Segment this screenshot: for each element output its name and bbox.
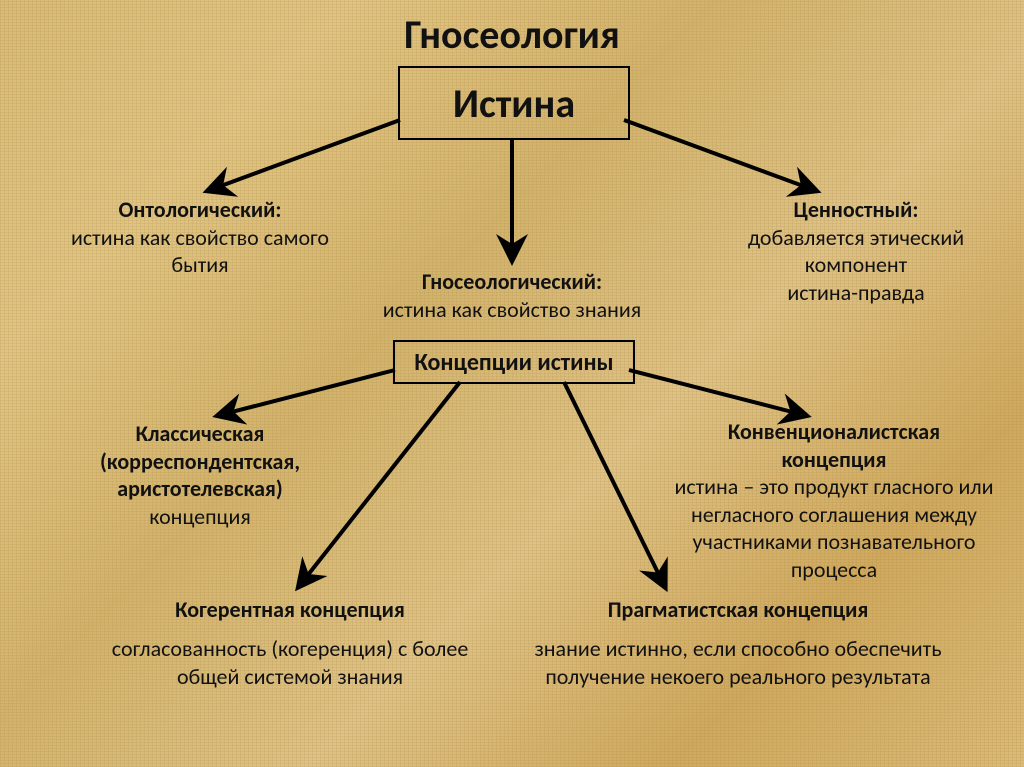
aspect-ontological-desc: истина как свойство самого бытия [60,224,340,279]
aspect-value: Ценностный: добавляется этический компон… [716,196,996,306]
aspect-value-title: Ценностный: [716,196,996,224]
concept-pragmatist-desc: знание истинно, если способно обеспечить… [502,635,974,692]
page-title: Гносеология [0,10,1024,59]
aspect-ontological-title: Онтологический: [60,196,340,224]
aspect-value-line1: добавляется этический [716,224,996,252]
concept-classical-line2: (корреспондентская, [60,448,340,476]
aspect-ontological: Онтологический: истина как свойство само… [60,196,340,279]
concept-classical-line1: Классическая [60,420,340,448]
concepts-box-label: Концепции истины [414,348,613,377]
concept-pragmatist-title: Прагматистская концепция [502,596,974,625]
concept-classical: Классическая (корреспондентская, аристот… [60,420,340,530]
concepts-box: Концепции истины [393,340,635,384]
concept-classical-rest: концепция [60,503,340,531]
concept-conventionalist-desc: истина – это продукт гласного или неглас… [664,473,1004,583]
concept-conventionalist: Конвенционалистская концепция истина – э… [664,418,1004,583]
concept-pragmatist: Прагматистская концепция знание истинно,… [502,596,974,692]
aspect-gnoseological-title: Гносеологический: [352,268,672,296]
concept-coherent: Когерентная концепция согласованность (к… [110,596,470,692]
root-box-label: Истина [453,79,575,128]
concept-conventionalist-line1: Конвенционалистская [664,418,1004,446]
concept-coherent-desc: согласованность (когеренция) с более общ… [110,635,470,692]
aspect-value-line3: истина-правда [716,279,996,307]
aspect-gnoseological-desc: истина как свойство знания [352,296,672,324]
aspect-gnoseological: Гносеологический: истина как свойство зн… [352,268,672,323]
concept-classical-line3: аристотелевская) [60,475,340,503]
aspect-value-line2: компонент [716,251,996,279]
page-title-text: Гносеология [404,10,620,59]
root-box: Истина [398,66,630,140]
concept-coherent-title: Когерентная концепция [110,596,470,625]
diagram-canvas: Гносеология Истина Онтологический: истин… [0,0,1024,767]
concept-conventionalist-line2: концепция [664,446,1004,474]
